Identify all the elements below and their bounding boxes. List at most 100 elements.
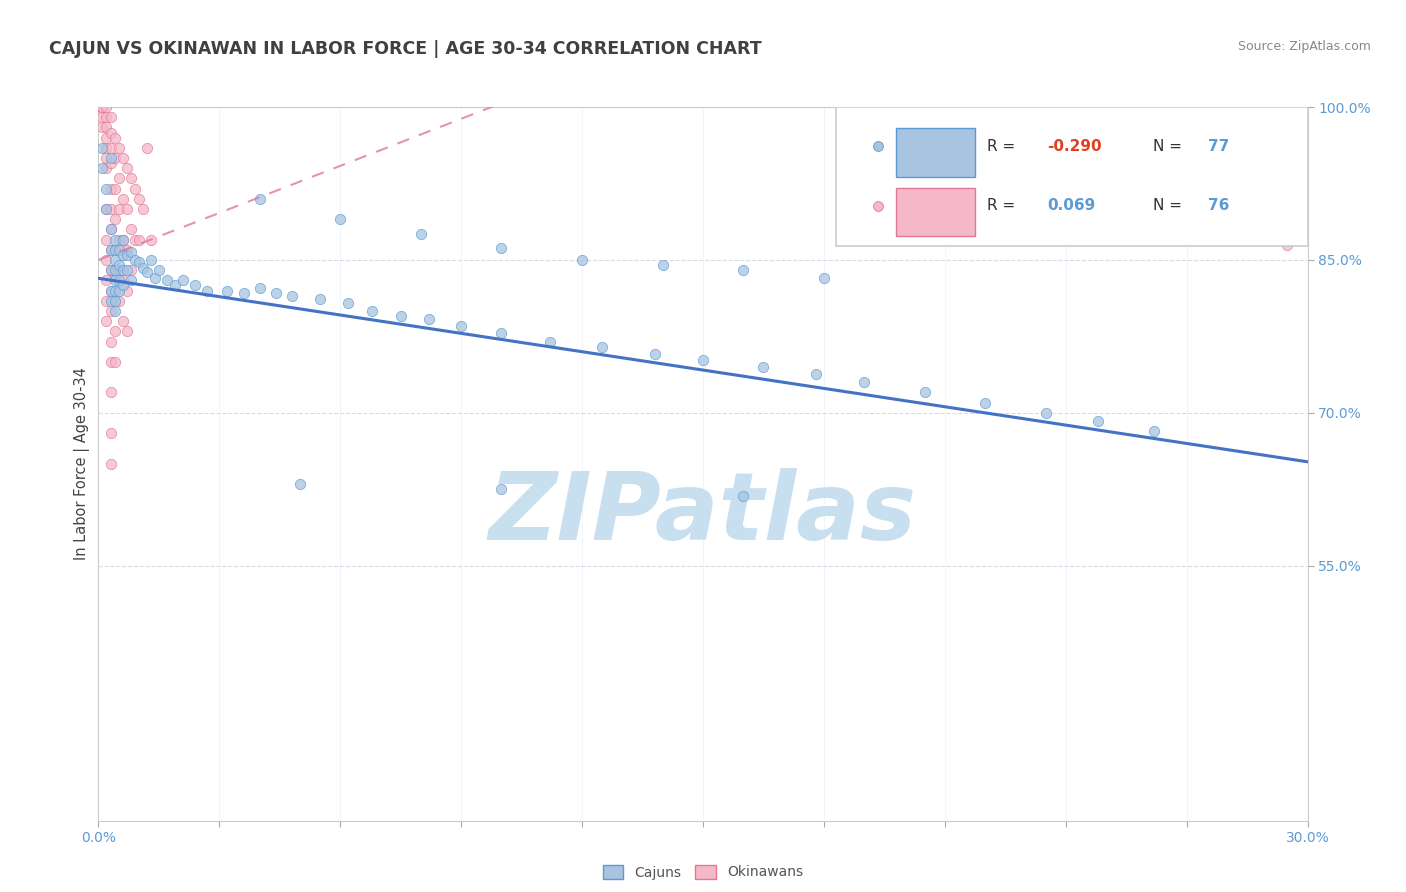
Point — [96, 120, 118, 135]
Point — [329, 212, 352, 227]
Point — [571, 252, 593, 267]
Point — [733, 490, 755, 504]
Point — [107, 202, 129, 216]
Point — [96, 141, 118, 155]
Point — [91, 141, 114, 155]
Text: -0.290: -0.290 — [1047, 139, 1102, 153]
Point — [103, 268, 125, 283]
Point — [111, 151, 134, 165]
Point — [107, 258, 129, 272]
Point — [128, 192, 150, 206]
Point — [111, 263, 134, 277]
Point — [107, 141, 129, 155]
Point — [217, 284, 239, 298]
FancyBboxPatch shape — [897, 187, 976, 236]
Point — [733, 263, 755, 277]
Point — [232, 285, 254, 300]
Point — [1035, 406, 1057, 420]
Point — [100, 202, 122, 216]
Point — [103, 273, 125, 287]
Point — [644, 347, 666, 361]
Point — [974, 395, 997, 409]
Point — [96, 233, 118, 247]
Point — [111, 233, 134, 247]
Text: 0.069: 0.069 — [1047, 198, 1095, 213]
Point — [100, 110, 122, 124]
Point — [120, 222, 142, 236]
Point — [128, 233, 150, 247]
Point — [100, 334, 122, 349]
Point — [100, 222, 122, 236]
Point — [491, 326, 513, 341]
Point — [100, 222, 122, 236]
Point — [139, 252, 162, 267]
Point — [115, 248, 138, 262]
Point — [107, 284, 129, 298]
Point — [103, 304, 125, 318]
Point — [128, 255, 150, 269]
Point — [100, 243, 122, 257]
Point — [135, 265, 157, 279]
Point — [103, 324, 125, 338]
Point — [103, 130, 125, 145]
Point — [591, 340, 613, 354]
Point — [115, 202, 138, 216]
Point — [111, 192, 134, 206]
Point — [389, 309, 412, 323]
Point — [804, 367, 827, 381]
Text: R =: R = — [987, 198, 1021, 213]
Point — [100, 263, 122, 277]
Text: N =: N = — [1153, 198, 1187, 213]
Point — [96, 110, 118, 124]
Text: 77: 77 — [1208, 139, 1230, 153]
Point — [914, 385, 936, 400]
Point — [418, 312, 440, 326]
Point — [91, 100, 114, 114]
Point — [111, 273, 134, 287]
Point — [195, 284, 218, 298]
Point — [491, 241, 513, 255]
Point — [1256, 192, 1278, 206]
Point — [103, 252, 125, 267]
Point — [96, 181, 118, 195]
Point — [813, 271, 835, 285]
Point — [103, 355, 125, 369]
Point — [91, 161, 114, 176]
Point — [124, 233, 146, 247]
Point — [337, 295, 360, 310]
Point — [124, 181, 146, 195]
Point — [107, 243, 129, 257]
Point — [91, 100, 114, 114]
Point — [172, 273, 194, 287]
Point — [100, 141, 122, 155]
Point — [156, 273, 179, 287]
Point — [103, 293, 125, 308]
Point — [103, 293, 125, 308]
Point — [281, 288, 304, 302]
Text: 76: 76 — [1208, 198, 1230, 213]
Point — [132, 261, 155, 276]
Point — [853, 376, 876, 390]
Point — [96, 151, 118, 165]
Point — [100, 355, 122, 369]
Point — [115, 263, 138, 277]
Point — [96, 252, 118, 267]
Point — [107, 233, 129, 247]
Point — [309, 292, 332, 306]
Point — [143, 271, 166, 285]
Point — [249, 281, 271, 295]
Point — [96, 314, 118, 328]
Point — [107, 171, 129, 186]
Point — [361, 304, 384, 318]
Text: N =: N = — [1153, 139, 1187, 153]
Point — [103, 212, 125, 227]
Point — [120, 263, 142, 277]
Text: ZIPatlas: ZIPatlas — [489, 467, 917, 560]
Point — [1277, 237, 1299, 252]
Point — [103, 284, 125, 298]
Point — [96, 273, 118, 287]
Point — [148, 263, 170, 277]
Point — [124, 252, 146, 267]
Point — [120, 273, 142, 287]
Point — [163, 278, 186, 293]
